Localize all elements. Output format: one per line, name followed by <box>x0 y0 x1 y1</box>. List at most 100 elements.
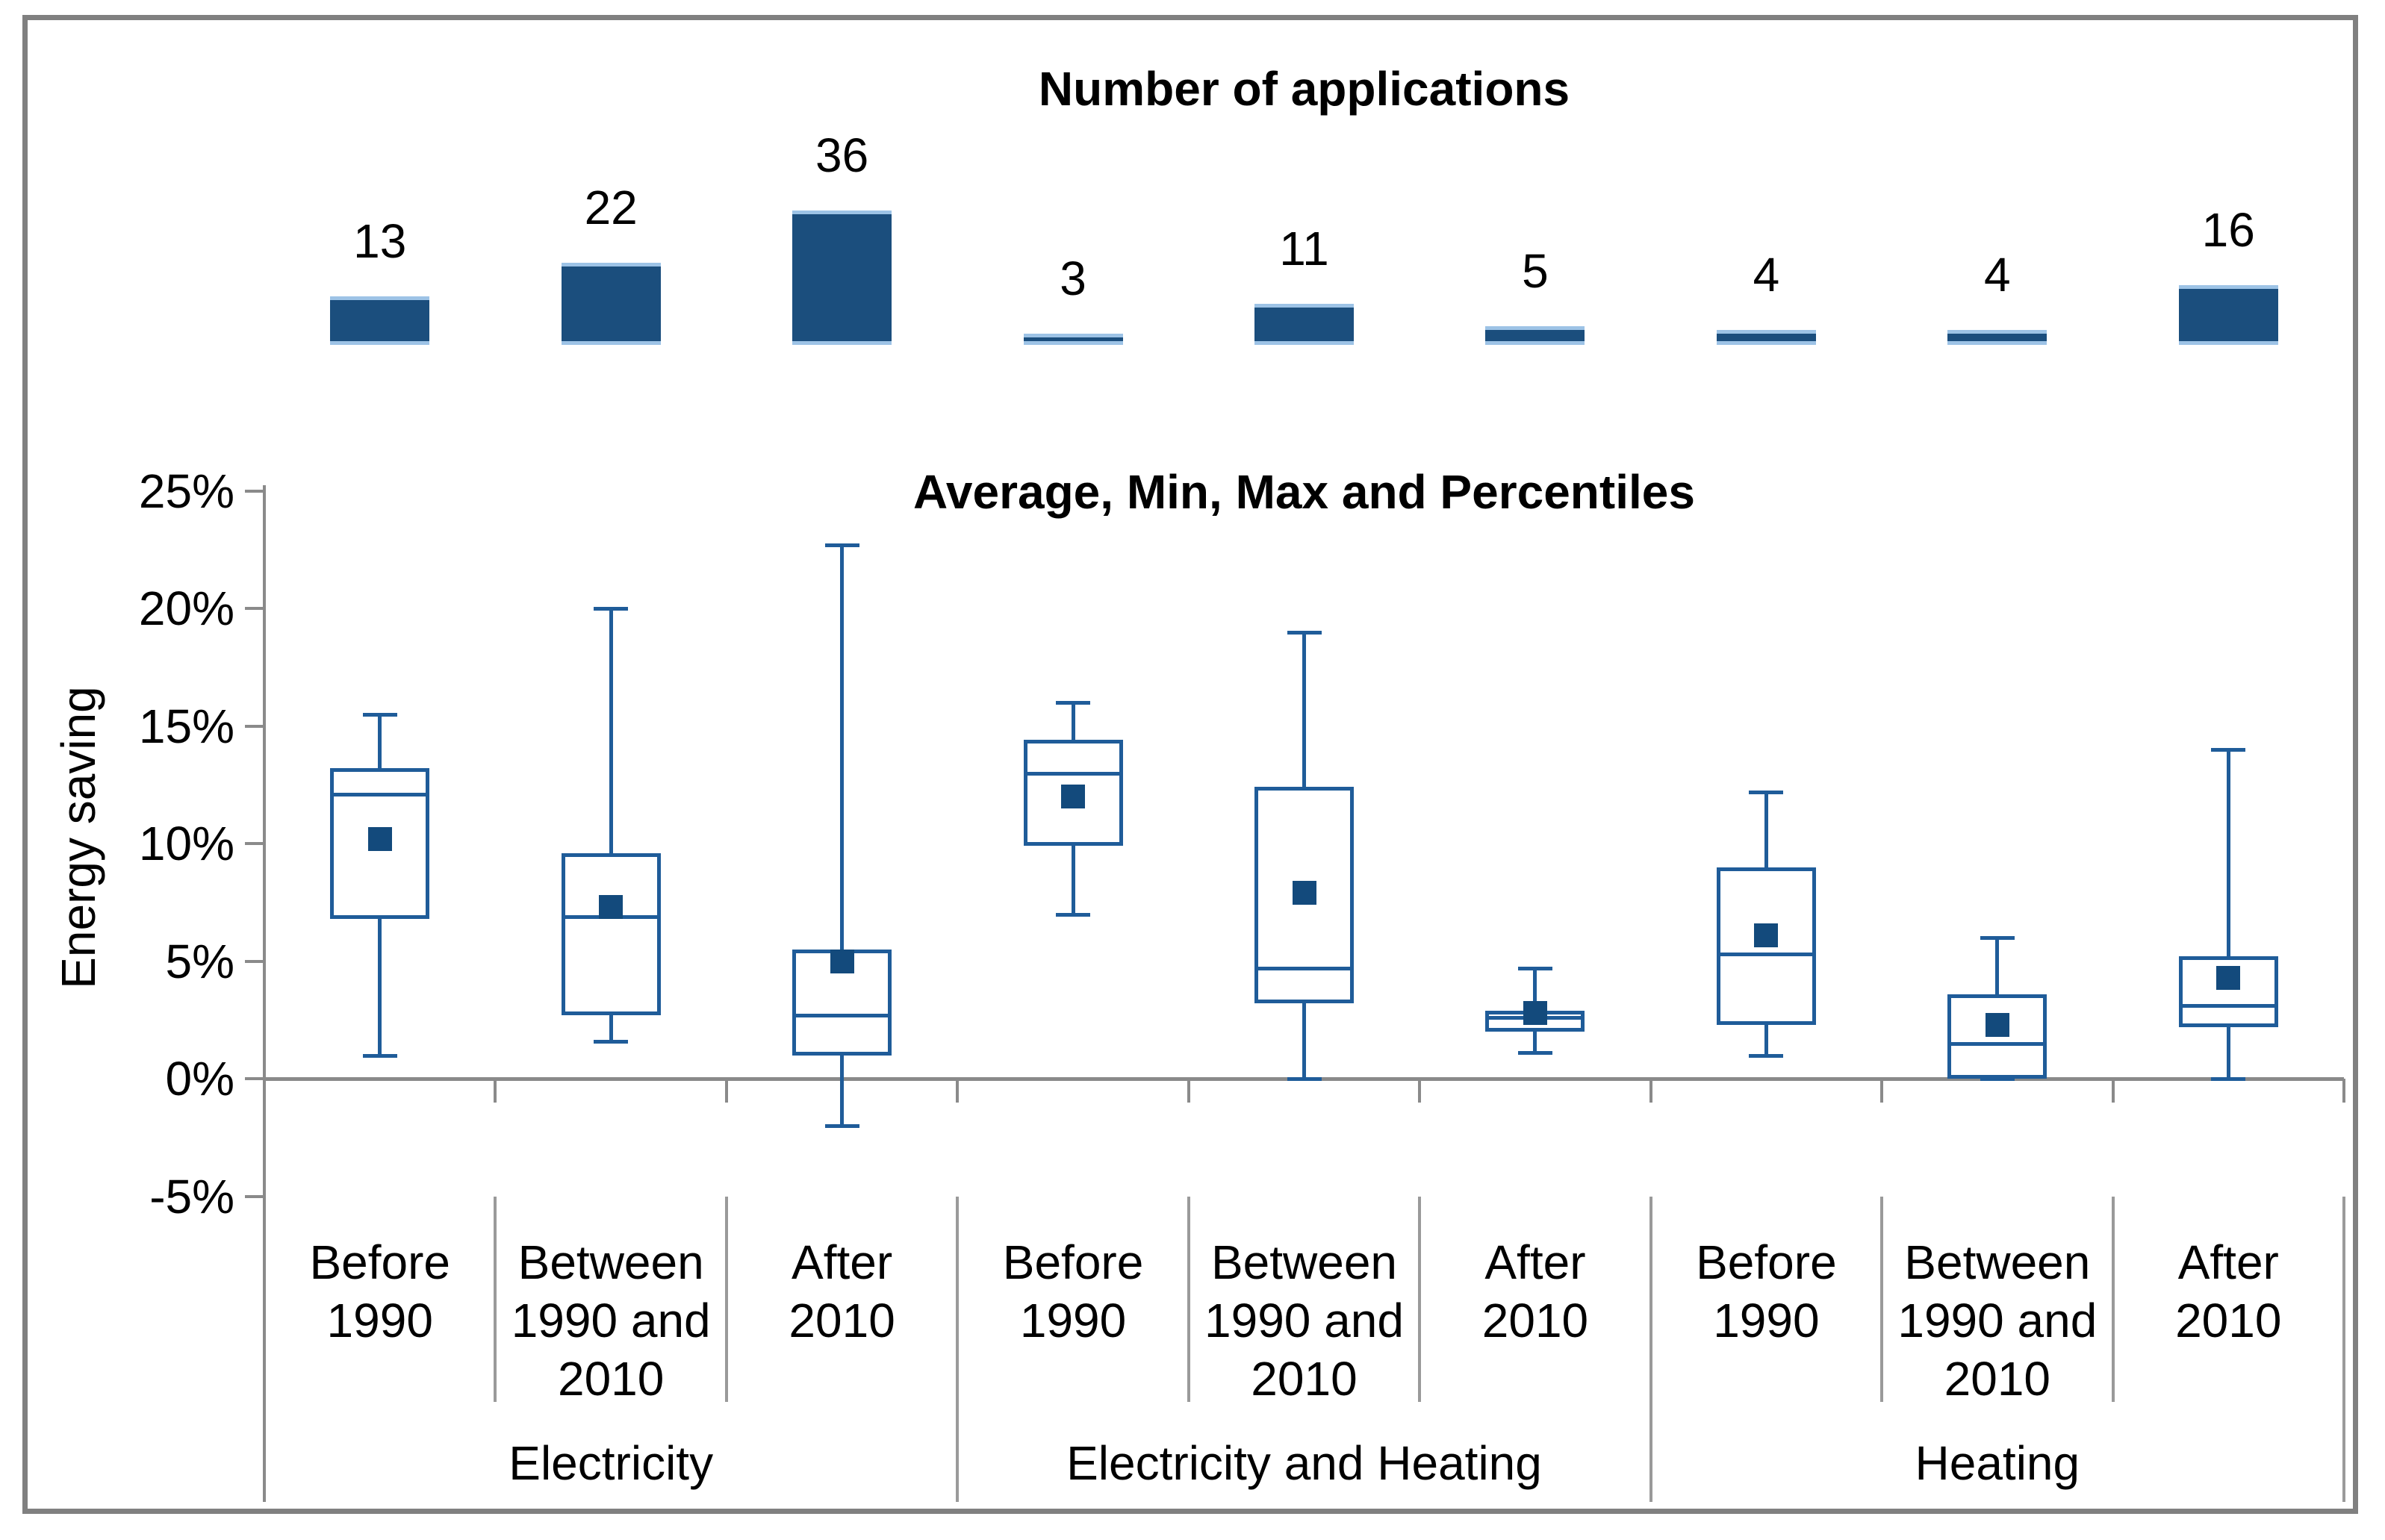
x-category-label: Before 1990 <box>269 1233 491 1350</box>
x-category-label-line: 2010 <box>557 1352 665 1406</box>
x-category-label-line: 2010 <box>1481 1294 1589 1347</box>
box-whisker-cap-min <box>1517 1051 1552 1056</box>
x-group-label: Heating <box>1915 1436 2080 1490</box>
box-whisker-cap-max <box>1287 630 1322 635</box>
bar <box>1716 330 1816 345</box>
category-separator <box>1880 1196 1884 1402</box>
y-tick-label: 20% <box>138 582 234 635</box>
x-category-label: Before 1990 <box>1655 1233 1877 1350</box>
figure-border <box>22 15 2358 1514</box>
category-separator <box>2111 1196 2115 1402</box>
bar-value-label: 16 <box>2201 203 2255 257</box>
box-mean-marker <box>367 826 392 851</box>
x-category-label-line: 1990 <box>326 1294 433 1347</box>
x-category-label-line: 2010 <box>1251 1352 1358 1406</box>
group-separator <box>956 1196 960 1502</box>
x-axis-tick <box>2111 1079 2115 1103</box>
bar <box>1485 326 1585 345</box>
box-mean-marker <box>1292 881 1316 905</box>
bar <box>1023 334 1123 345</box>
x-category-label-line: 1990 <box>1019 1294 1127 1347</box>
box-whisker-cap-min <box>824 1124 859 1128</box>
bar-value-label: 36 <box>815 128 869 182</box>
y-tick-label: 5% <box>165 934 235 988</box>
box-whisker-cap-max <box>594 607 629 611</box>
box-mean-marker <box>2216 965 2241 990</box>
x-group-label: Electricity and Heating <box>1066 1436 1542 1490</box>
bar <box>792 211 892 345</box>
box-median-line <box>1716 953 1816 957</box>
x-axis-tick <box>956 1079 960 1103</box>
y-axis-tick <box>245 489 264 493</box>
x-category-label-line: 1990 and <box>1204 1294 1404 1347</box>
x-axis-tick <box>494 1079 497 1103</box>
box-whisker-line <box>609 608 613 1041</box>
x-category-label: After 2010 <box>731 1233 953 1350</box>
box-whisker-cap-min <box>1056 912 1091 917</box>
x-category-label-line: 2010 <box>789 1294 895 1347</box>
box-whisker-cap-min <box>1287 1077 1322 1081</box>
x-group-label: Electricity <box>509 1436 714 1490</box>
x-category-label: After 2010 <box>2118 1233 2339 1350</box>
x-category-label-line: Between <box>1210 1235 1398 1289</box>
y-axis-tick <box>245 1194 264 1198</box>
x-axis-tick <box>1187 1079 1190 1103</box>
bar <box>330 296 430 345</box>
x-category-label-line: Before <box>1002 1235 1144 1289</box>
box-whisker-cap-max <box>1056 701 1091 705</box>
y-axis-tick <box>245 959 264 963</box>
x-category-label-line: Before <box>309 1235 450 1289</box>
x-category-label-line: 1990 and <box>511 1294 711 1347</box>
x-category-label-line: 1990 <box>1713 1294 1820 1347</box>
x-category-label-line: 2010 <box>2175 1294 2282 1347</box>
box-mean-marker <box>830 949 854 973</box>
box-iqr <box>561 852 661 1015</box>
box-median-line <box>792 1013 892 1017</box>
box-whisker-cap-min <box>1749 1053 1784 1058</box>
box-whisker-cap-max <box>1517 966 1552 970</box>
category-separator <box>1418 1196 1422 1402</box>
x-category-label-line: 1990 and <box>1897 1294 2098 1347</box>
bar-chart-title: Number of applications <box>1038 62 1570 116</box>
box-whisker-cap-min <box>1980 1077 2015 1081</box>
y-tick-label: 15% <box>138 699 234 753</box>
bar-value-label: 4 <box>1984 248 2011 302</box>
x-axis-tick <box>1880 1079 1884 1103</box>
box-mean-marker <box>1985 1012 2009 1037</box>
box-iqr <box>792 949 892 1056</box>
y-axis-tick <box>245 1077 264 1080</box>
box-median-line <box>1254 966 1354 970</box>
box-median-line <box>1947 1041 2047 1046</box>
x-category-label-line: 2010 <box>1944 1352 2051 1406</box>
category-separator <box>494 1196 497 1402</box>
y-axis-tick <box>245 842 264 845</box>
box-mean-marker <box>1061 785 1086 808</box>
box-whisker-cap-min <box>594 1039 629 1044</box>
box-mean-marker <box>1754 923 1779 947</box>
x-category-label: After 2010 <box>1424 1233 1646 1350</box>
x-category-label-line: Between <box>517 1235 704 1289</box>
box-whisker-cap-max <box>824 543 859 547</box>
bar <box>1254 304 1354 345</box>
box-whisker-cap-max <box>1980 936 2015 940</box>
x-category-label: Between 1990 and 2010 <box>500 1233 721 1408</box>
x-axis-tick <box>724 1079 728 1103</box>
x-axis-tick <box>1649 1079 1652 1103</box>
bar-value-label: 11 <box>1279 222 1329 275</box>
box-whisker-cap-max <box>362 712 397 717</box>
box-whisker-line <box>840 544 845 1126</box>
y-tick-label: 10% <box>138 817 234 870</box>
y-tick-label: 25% <box>138 464 234 518</box>
box-whisker-cap-min <box>2211 1077 2246 1081</box>
x-category-label-line: After <box>2177 1235 2279 1289</box>
bar <box>2178 285 2278 345</box>
box-whisker-cap-max <box>1749 790 1784 794</box>
box-mean-marker <box>1523 1000 1547 1025</box>
x-category-label-line: Between <box>1904 1235 2091 1289</box>
x-category-label-line: Before <box>1696 1235 1837 1289</box>
x-axis-tick <box>2342 1079 2345 1103</box>
y-axis-tick <box>245 724 264 728</box>
x-category-label: Before 1990 <box>962 1233 1184 1350</box>
